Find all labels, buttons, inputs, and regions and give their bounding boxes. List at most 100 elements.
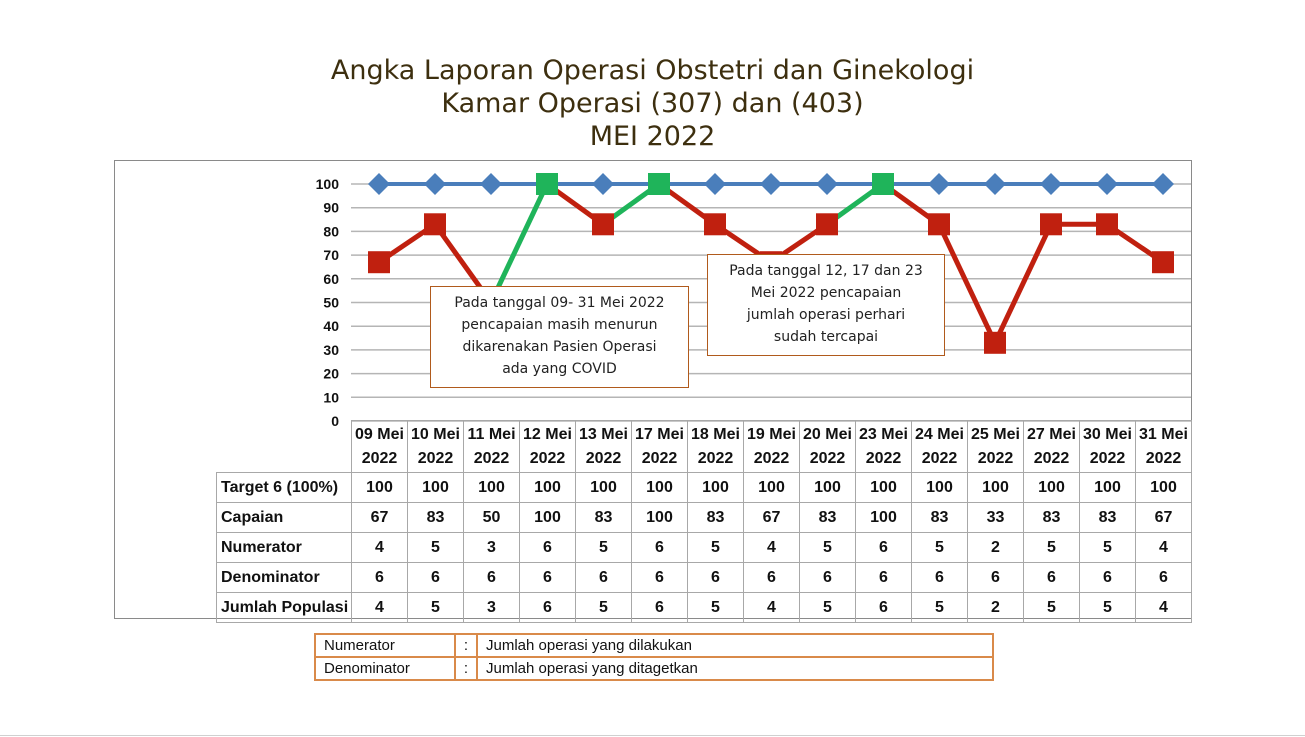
table-cell: 5 bbox=[407, 532, 464, 563]
x-tick-label-part: 2022 bbox=[417, 449, 454, 467]
x-tick-label-part: 31 Mei bbox=[1139, 425, 1188, 443]
table-cell: 6 bbox=[1135, 562, 1192, 593]
table-cell: 100 bbox=[351, 472, 408, 503]
title-line-2: Kamar Operasi (307) dan (403) bbox=[441, 88, 864, 119]
capaian-point bbox=[872, 173, 894, 195]
table-cell: 67 bbox=[1135, 502, 1192, 533]
definitions-table: Numerator : Jumlah operasi yang dilakuka… bbox=[314, 633, 994, 681]
table-cell: 83 bbox=[687, 502, 744, 533]
capaian-point bbox=[424, 213, 446, 236]
table-cell: 5 bbox=[687, 592, 744, 623]
title-line-3: MEI 2022 bbox=[589, 121, 716, 152]
x-tick-label: 31 Mei 2022 bbox=[1135, 420, 1192, 473]
capaian-point bbox=[1096, 213, 1118, 236]
annotation-covid: Pada tanggal 09- 31 Mei 2022 pencapaian m… bbox=[430, 286, 689, 388]
definition-term: Denominator bbox=[314, 656, 456, 681]
x-tick-label: 25 Mei 2022 bbox=[967, 420, 1024, 473]
x-tick-label-part: 2022 bbox=[361, 449, 398, 467]
x-tick-label-part: 2022 bbox=[1033, 449, 1070, 467]
annotation-line: Pada tanggal 09- 31 Mei 2022 bbox=[454, 295, 665, 311]
table-cell: 100 bbox=[855, 502, 912, 533]
x-tick-label: 12 Mei 2022 bbox=[519, 420, 576, 473]
annotation-line: sudah tercapai bbox=[773, 329, 879, 345]
x-tick-label-part: 2022 bbox=[1089, 449, 1126, 467]
y-tick-label: 40 bbox=[323, 318, 339, 334]
target-point bbox=[928, 173, 950, 195]
target-point bbox=[1096, 173, 1118, 195]
table-cell: 2 bbox=[967, 592, 1024, 623]
target-point bbox=[1040, 173, 1062, 195]
x-tick-label-part: 24 Mei bbox=[915, 425, 964, 443]
capaian-point bbox=[536, 173, 558, 195]
y-tick-label: 60 bbox=[323, 271, 339, 287]
x-tick-label-part: 2022 bbox=[529, 449, 566, 467]
table-cell: 100 bbox=[799, 472, 856, 503]
series-segment-capaian bbox=[488, 182, 550, 304]
x-tick-label-part: 2022 bbox=[865, 449, 902, 467]
x-tick-label-part: 2022 bbox=[473, 449, 510, 467]
table-cell: 100 bbox=[1079, 472, 1136, 503]
x-tick-label-part: 2022 bbox=[641, 449, 678, 467]
table-cell: 5 bbox=[911, 532, 968, 563]
table-cell: 100 bbox=[631, 502, 688, 533]
table-cell: 67 bbox=[351, 502, 408, 533]
table-cell: 100 bbox=[519, 472, 576, 503]
table-cell: 5 bbox=[911, 592, 968, 623]
table-cell: 6 bbox=[631, 592, 688, 623]
table-cell: 6 bbox=[1079, 562, 1136, 593]
annotation-line: pencapaian masih menurun bbox=[461, 317, 658, 333]
table-cell: 5 bbox=[1079, 532, 1136, 563]
x-tick-label-part: 30 Mei bbox=[1083, 425, 1132, 443]
x-tick-label: 10 Mei 2022 bbox=[407, 420, 464, 473]
table-cell: 6 bbox=[631, 532, 688, 563]
annotation-line: jumlah operasi perhari bbox=[746, 307, 906, 323]
data-table: 09 Mei 2022 10 Mei 2022 11 Mei 2022 12 Mei 2022… bbox=[216, 420, 1192, 623]
x-tick-label-part: 2022 bbox=[585, 449, 622, 467]
y-tick-label: 90 bbox=[323, 200, 339, 216]
table-cell: 6 bbox=[799, 562, 856, 593]
x-tick-label: 09 Mei 2022 bbox=[351, 420, 408, 473]
x-tick-label-part: 27 Mei bbox=[1027, 425, 1076, 443]
x-tick-label-part: 2022 bbox=[1145, 449, 1182, 467]
y-tick-label: 0 bbox=[331, 413, 339, 429]
table-cell: 6 bbox=[1023, 562, 1080, 593]
target-point bbox=[704, 173, 726, 195]
x-tick-label-part: 2022 bbox=[921, 449, 958, 467]
table-cell: 6 bbox=[855, 592, 912, 623]
title-line-1: Angka Laporan Operasi Obstetri dan Ginek… bbox=[330, 55, 975, 86]
x-tick-label-part: 09 Mei bbox=[355, 425, 404, 443]
annotation-line: dikarenakan Pasien Operasi bbox=[462, 339, 657, 355]
y-tick-label: 50 bbox=[323, 295, 339, 311]
table-row: Target 6 (100%) 100 100 100 100 100 100 100 100 1… bbox=[216, 472, 1192, 503]
capaian-point bbox=[592, 213, 614, 236]
table-cell: 2 bbox=[967, 532, 1024, 563]
table-header-row: 09 Mei 2022 10 Mei 2022 11 Mei 2022 12 Mei 2022… bbox=[217, 420, 1192, 473]
x-tick-label-part: 2022 bbox=[809, 449, 846, 467]
table-cell: 6 bbox=[687, 562, 744, 593]
table-cell: 5 bbox=[575, 592, 632, 623]
capaian-point bbox=[368, 251, 390, 274]
table-cell: 5 bbox=[687, 532, 744, 563]
table-row: Capaian 67 83 50 100 83 100 83 67 83 100 83 33 83 83 67 bbox=[216, 502, 1192, 533]
y-tick-label: 100 bbox=[316, 176, 340, 192]
table-cell: 6 bbox=[351, 562, 408, 593]
x-tick-label-part: 2022 bbox=[697, 449, 734, 467]
table-cell: 3 bbox=[463, 592, 520, 623]
y-tick-label: 80 bbox=[323, 223, 339, 239]
x-tick-label-part: 11 Mei bbox=[467, 425, 516, 443]
capaian-point bbox=[816, 213, 838, 236]
table-cell: 3 bbox=[463, 532, 520, 563]
table-cell: 5 bbox=[407, 592, 464, 623]
table-cell: 83 bbox=[407, 502, 464, 533]
annotation-achieved: Pada tanggal 12, 17 dan 23 Mei 2022 penca… bbox=[707, 254, 945, 356]
definition-row: Denominator : Jumlah operasi yang ditage… bbox=[314, 656, 994, 681]
x-tick-label-part: 19 Mei bbox=[747, 425, 796, 443]
table-cell: 83 bbox=[911, 502, 968, 533]
annotation-line: Mei 2022 pencapaian bbox=[750, 285, 902, 301]
table-cell: 6 bbox=[855, 562, 912, 593]
definition-term: Numerator bbox=[314, 633, 456, 658]
table-cell: 5 bbox=[1079, 592, 1136, 623]
table-cell: 100 bbox=[743, 472, 800, 503]
definition-separator: : bbox=[454, 633, 478, 658]
table-cell: 100 bbox=[855, 472, 912, 503]
